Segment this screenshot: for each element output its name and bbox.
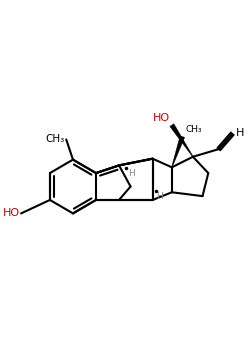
Polygon shape bbox=[172, 136, 185, 167]
Text: H: H bbox=[128, 169, 135, 177]
Text: H: H bbox=[156, 191, 163, 201]
Text: HO: HO bbox=[3, 208, 20, 218]
Text: CH₃: CH₃ bbox=[45, 134, 64, 143]
Text: H: H bbox=[236, 128, 244, 138]
Polygon shape bbox=[170, 124, 193, 157]
Text: CH₃: CH₃ bbox=[185, 125, 202, 134]
Text: HO: HO bbox=[153, 113, 170, 123]
